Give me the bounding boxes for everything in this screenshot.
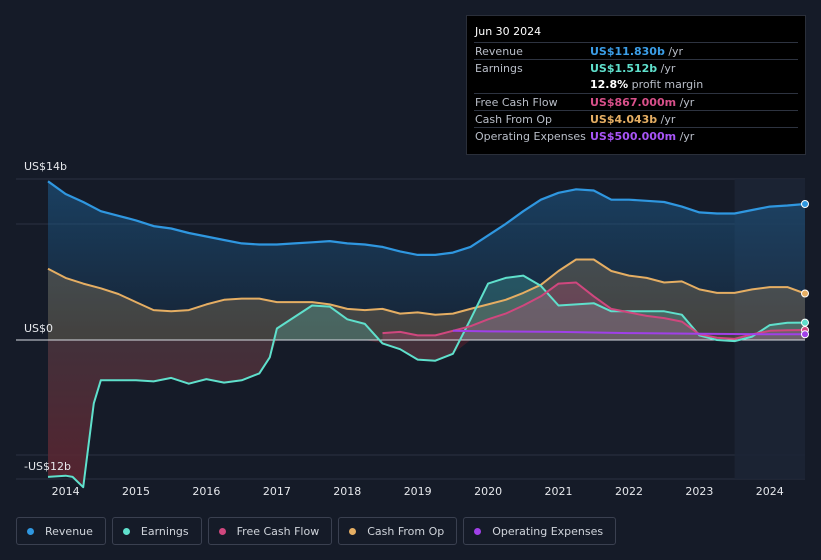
x-tick-label: 2022: [615, 485, 643, 498]
tooltip-value: US$4.043b /yr: [590, 113, 676, 126]
tooltip-row-opex: Operating Expenses US$500.000m /yr: [474, 127, 798, 145]
legend-label: Cash From Op: [367, 524, 445, 538]
tooltip-label: Revenue: [475, 45, 523, 58]
legend-dot-icon: [122, 527, 130, 535]
opex-end-marker: [801, 330, 809, 339]
y-tick-top: US$14b: [24, 160, 67, 173]
legend-cash-from-op[interactable]: Cash From Op: [338, 517, 458, 545]
tooltip-label: Operating Expenses: [475, 130, 586, 143]
tooltip-value: US$867.000m /yr: [590, 96, 695, 109]
legend-free-cash-flow[interactable]: Free Cash Flow: [207, 517, 333, 545]
tooltip-row-fcf: Free Cash Flow US$867.000m /yr: [474, 93, 798, 111]
x-tick-label: 2020: [474, 485, 502, 498]
tooltip-row-earnings: Earnings US$1.512b /yr: [474, 59, 798, 77]
tooltip-label: Free Cash Flow: [475, 96, 558, 109]
x-tick-label: 2019: [404, 485, 432, 498]
legend-dot-icon: [474, 527, 482, 535]
legend-earnings[interactable]: Earnings: [111, 517, 202, 545]
earnings-area: [48, 275, 805, 488]
y-tick-bottom: -US$12b: [24, 460, 71, 473]
legend-label: Free Cash Flow: [236, 524, 320, 538]
legend-label: Revenue: [45, 524, 93, 538]
tooltip-date: Jun 30 2024: [475, 25, 542, 38]
legend-revenue[interactable]: Revenue: [16, 517, 106, 545]
x-tick-label: 2016: [192, 485, 220, 498]
tooltip-label: Earnings: [475, 62, 523, 75]
tooltip-value: US$1.512b /yr: [590, 62, 676, 75]
earnings-end-marker: [801, 318, 809, 327]
earnings-negative-area: [48, 340, 805, 488]
x-axis-ticks: 2014 2015 2016 2017 2018 2019 2020 2021 2022 2023…: [52, 485, 784, 498]
series-end-markers: [801, 200, 809, 339]
revenue-line: [47, 180, 806, 256]
x-tick-label: 2023: [685, 485, 713, 498]
legend-label: Operating Expenses: [492, 524, 604, 538]
fcf-area: [382, 282, 805, 340]
cfo-line: [47, 258, 806, 316]
tooltip-value: 12.8% profit margin: [590, 78, 704, 91]
tooltip-label: Cash From Op: [475, 113, 553, 126]
legend-operating-expenses[interactable]: Operating Expenses: [463, 517, 617, 545]
tooltip-row-cfo: Cash From Op US$4.043b /yr: [474, 110, 798, 128]
opex-line: [452, 329, 805, 336]
legend-dot-icon: [349, 527, 357, 535]
tooltip-row-revenue: Revenue US$11.830b /yr: [474, 42, 798, 60]
x-tick-label: 2014: [52, 485, 80, 498]
cfo-end-marker: [801, 289, 809, 298]
revenue-end-marker: [801, 200, 809, 208]
earnings-line: [47, 274, 806, 489]
y-tick-zero: US$0: [24, 322, 53, 335]
tooltip-row-profit-margin: 12.8% profit margin: [474, 76, 798, 93]
tooltip-value: US$11.830b /yr: [590, 45, 684, 58]
x-tick-label: 2021: [545, 485, 573, 498]
x-tick-label: 2018: [333, 485, 361, 498]
legend-dot-icon: [27, 527, 34, 535]
chart-legend: Revenue Earnings Free Cash Flow Cash Fro…: [16, 517, 622, 545]
hover-tooltip: Jun 30 2024 Revenue US$11.830b /yr Earni…: [466, 15, 806, 155]
series-lines: [47, 180, 806, 489]
series-areas: [48, 181, 805, 488]
legend-dot-icon: [218, 527, 226, 535]
x-tick-label: 2015: [122, 485, 150, 498]
cfo-area: [48, 259, 805, 340]
x-tick-label: 2024: [756, 485, 784, 498]
legend-label: Earnings: [140, 524, 189, 538]
x-tick-label: 2017: [263, 485, 291, 498]
tooltip-value: US$500.000m /yr: [590, 130, 695, 143]
revenue-area: [48, 181, 805, 340]
